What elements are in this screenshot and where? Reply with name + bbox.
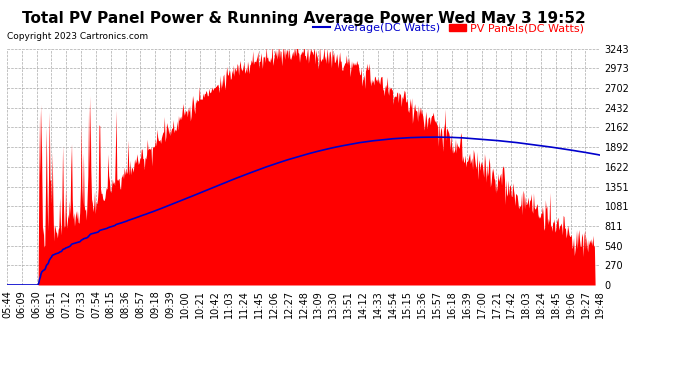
Text: Total PV Panel Power & Running Average Power Wed May 3 19:52: Total PV Panel Power & Running Average P… — [21, 11, 586, 26]
Text: Copyright 2023 Cartronics.com: Copyright 2023 Cartronics.com — [7, 32, 148, 41]
Legend: Average(DC Watts), PV Panels(DC Watts): Average(DC Watts), PV Panels(DC Watts) — [308, 19, 589, 38]
